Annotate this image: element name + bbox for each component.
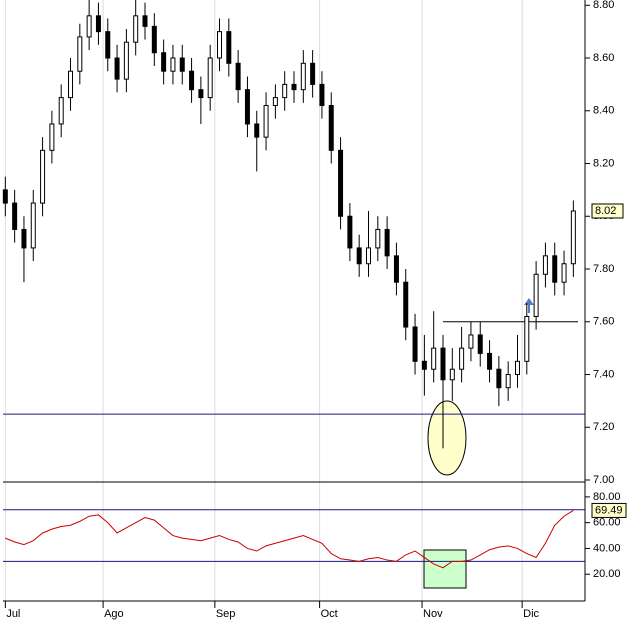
x-tick-label: Ago [104, 608, 124, 620]
x-tick-label: Nov [423, 608, 443, 620]
candle-body [189, 70, 195, 91]
candle-body [412, 326, 418, 362]
candle-body [347, 215, 353, 249]
candle-body [170, 57, 176, 72]
last-rsi-label: 69.49 [595, 504, 623, 516]
candle-body [421, 360, 427, 370]
candle-body [328, 104, 334, 151]
y-tick-label: 7.40 [593, 368, 614, 380]
last-price-label: 8.02 [595, 205, 616, 217]
y-tick-label: 7.80 [593, 263, 614, 275]
candle-body [151, 25, 157, 54]
candle-body [310, 62, 316, 85]
candle-body [524, 315, 530, 362]
candle-body [133, 15, 139, 43]
y-tick-label: 7.20 [593, 421, 614, 433]
x-tick-label: Sep [216, 608, 236, 620]
candle-body [459, 347, 465, 370]
candle-body [142, 15, 148, 27]
candle-body [105, 31, 111, 59]
candle-body [40, 149, 46, 204]
candle-body [468, 334, 474, 349]
candle-body [384, 228, 390, 257]
candle-body [542, 255, 548, 275]
rsi-line [5, 510, 574, 569]
candle-body [319, 83, 325, 106]
up-arrow [524, 298, 534, 313]
highlight-ellipse [427, 400, 467, 476]
candle-body [272, 97, 278, 106]
candle-body [114, 57, 120, 80]
x-tick-label: Jul [6, 608, 20, 620]
candle-body [58, 97, 64, 125]
candle-body [570, 210, 576, 265]
candle-body [403, 281, 409, 328]
rsi-tick-label: 60.00 [593, 517, 621, 529]
candle-body [431, 347, 437, 370]
candle-body [282, 83, 288, 99]
y-tick-label: 7.00 [593, 474, 614, 486]
y-tick-label: 7.60 [593, 316, 614, 328]
candle-body [161, 52, 167, 72]
candle-body [449, 368, 455, 381]
y-tick-label: 8.20 [593, 157, 614, 169]
candle-body [477, 334, 483, 354]
candle-body [440, 347, 446, 381]
highlight-box [423, 549, 467, 589]
candle-body [179, 57, 185, 72]
candle-body [244, 89, 250, 125]
rsi-tick-label: 20.00 [593, 568, 621, 580]
candle-body [12, 202, 18, 230]
candle-body [338, 149, 344, 217]
x-tick-label: Dic [523, 608, 539, 620]
candle-body [291, 83, 297, 91]
candle-body [68, 70, 74, 99]
candle-body [123, 41, 129, 80]
candle-body [300, 62, 306, 91]
candle-body [217, 31, 223, 59]
candle-body [393, 255, 399, 283]
candle-body [514, 360, 520, 376]
candle-body [365, 247, 371, 265]
candle-body [254, 123, 260, 138]
candle-body [263, 104, 269, 138]
candle-body [505, 374, 511, 389]
candle-body [77, 36, 83, 72]
candle-body [561, 263, 567, 283]
candle-body [198, 89, 204, 99]
candle-body [375, 228, 381, 249]
candle-body [226, 31, 232, 64]
candle-body [95, 15, 101, 33]
candle-body [487, 352, 493, 370]
last-price-box [591, 203, 624, 219]
candle-body [235, 62, 241, 91]
rsi-tick-label: 40.00 [593, 542, 621, 554]
x-tick-label: Oct [321, 608, 338, 620]
candle-body [533, 273, 539, 317]
last-rsi-box [591, 502, 627, 518]
y-tick-label: 8.40 [593, 105, 614, 117]
rsi-tick-label: 80.00 [593, 491, 621, 503]
candle-body [207, 57, 213, 99]
y-tick-label: 8.80 [593, 0, 614, 11]
candle-body [496, 368, 502, 389]
candle-body [356, 247, 362, 265]
candle-body [30, 202, 36, 249]
candle-body [2, 189, 8, 204]
candle-body [49, 123, 55, 151]
y-tick-label: 8.60 [593, 52, 614, 64]
candle-body [21, 228, 27, 249]
candle-body [86, 15, 92, 38]
candle-body [552, 255, 558, 283]
